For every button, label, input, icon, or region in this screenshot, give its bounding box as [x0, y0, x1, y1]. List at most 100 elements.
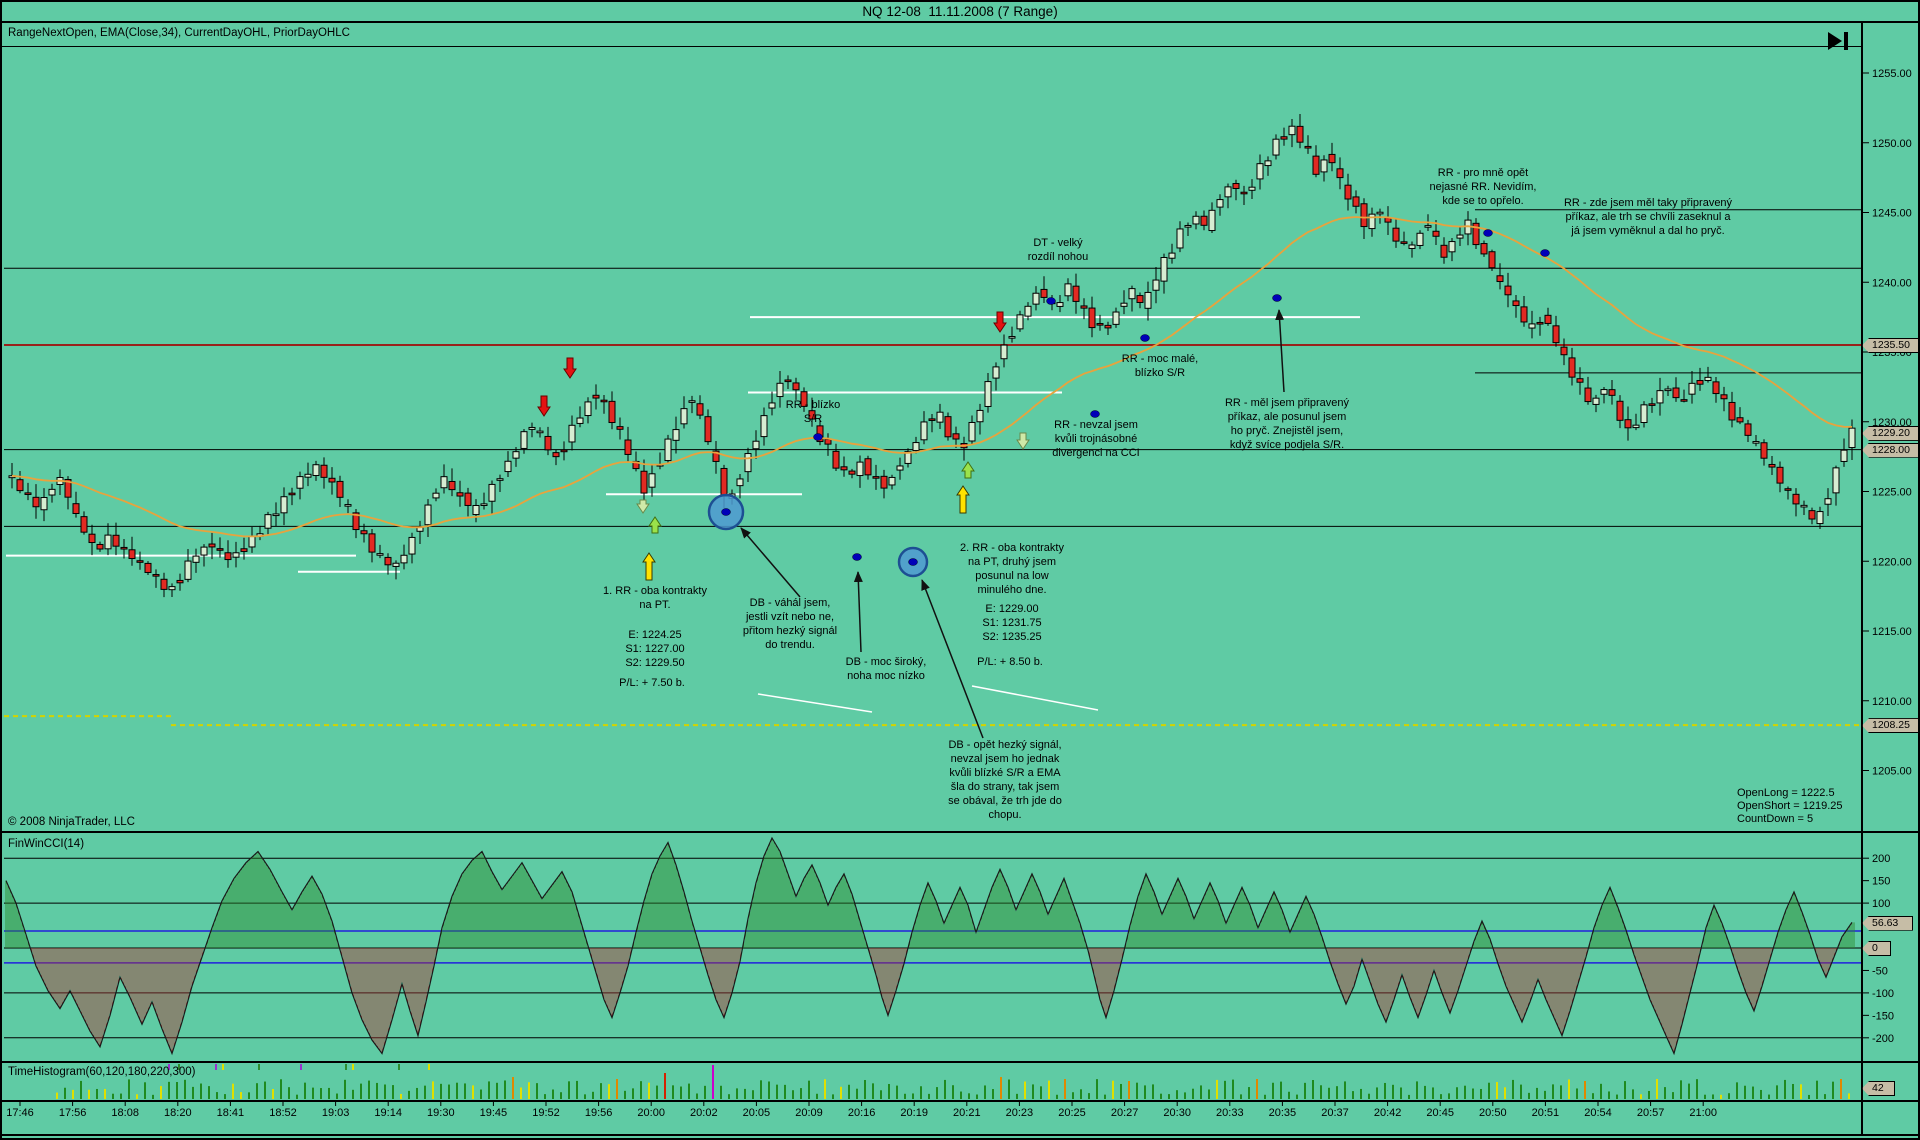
- candle-body: [992, 366, 1000, 379]
- candle-body: [1312, 155, 1320, 175]
- red-down-arrow-icon: [993, 311, 1007, 333]
- histogram-bar: [216, 1092, 218, 1099]
- histogram-bar: [1184, 1092, 1186, 1099]
- histogram-bar: [784, 1084, 786, 1099]
- candle-body: [720, 467, 728, 497]
- histogram-bar: [1688, 1083, 1690, 1099]
- skip-to-end-icon[interactable]: [1826, 30, 1852, 52]
- price-marker: 1208.25: [1862, 718, 1920, 734]
- candle-body: [1424, 225, 1432, 228]
- histogram-bar: [1496, 1082, 1498, 1099]
- histogram-bar: [1328, 1087, 1330, 1099]
- candle-body: [1200, 215, 1208, 226]
- histogram-bar: [128, 1079, 130, 1099]
- candle-body: [136, 560, 144, 563]
- candle-body: [1768, 463, 1776, 468]
- candle-body: [1672, 387, 1680, 399]
- candle-body: [264, 514, 272, 529]
- histogram-bar: [1600, 1083, 1602, 1099]
- histogram-bar: [1808, 1094, 1810, 1099]
- histogram-bar: [248, 1092, 250, 1099]
- candle-body: [1824, 498, 1832, 505]
- candle-body: [1456, 234, 1464, 239]
- histogram-bar: [976, 1094, 978, 1099]
- histogram-bar: [416, 1087, 418, 1099]
- candle-body: [1712, 381, 1720, 395]
- histogram-bar: [1736, 1082, 1738, 1099]
- candle-body: [112, 534, 120, 547]
- candle-body: [936, 411, 944, 423]
- candle-body: [72, 503, 80, 515]
- histogram-bar: [1288, 1091, 1290, 1099]
- histogram-bar: [1232, 1079, 1234, 1099]
- histogram-top-mark: [398, 1064, 400, 1070]
- annotation-text: DT - velký rozdíl nohou: [1027, 237, 1089, 263]
- candle-body: [1144, 291, 1152, 309]
- time-axis-label: 20:45: [1426, 1107, 1454, 1119]
- candle-body: [784, 379, 792, 383]
- candle-body: [1368, 213, 1376, 230]
- cci-axis-label: 200: [1872, 853, 1890, 865]
- annotation-text: DB - moc široký, noha moc nízko: [845, 656, 927, 682]
- candle-body: [1224, 186, 1232, 198]
- histogram-bar: [1240, 1094, 1242, 1099]
- time-axis-label: 19:14: [374, 1107, 402, 1119]
- candle-body: [472, 505, 480, 516]
- time-axis-label: 20:51: [1532, 1107, 1560, 1119]
- histogram-bar: [1008, 1079, 1010, 1099]
- histogram-bar: [136, 1094, 138, 1099]
- candle-body: [1160, 257, 1168, 282]
- histogram-bar: [832, 1094, 834, 1099]
- histogram-bar: [1800, 1084, 1802, 1099]
- histogram-bar: [592, 1091, 594, 1099]
- candle-body: [1800, 504, 1808, 508]
- histogram-bar: [256, 1083, 258, 1099]
- cci-marker: 56.63: [1862, 915, 1913, 931]
- price-axis-label: 1230.00: [1872, 417, 1912, 429]
- histogram-bar: [88, 1089, 90, 1099]
- candle-body: [88, 533, 96, 544]
- annotation-pointer-arrow: [740, 527, 801, 598]
- histogram-bar: [1376, 1087, 1378, 1099]
- histogram-bar: [1696, 1079, 1698, 1099]
- histogram-bar: [1264, 1094, 1266, 1099]
- histogram-bar: [1472, 1088, 1474, 1099]
- signal-dot-icon: [721, 508, 731, 516]
- histogram-bar: [424, 1085, 426, 1099]
- price-marker: 1228.00: [1862, 442, 1920, 458]
- price-axis-label: 1240.00: [1872, 277, 1912, 289]
- histogram-bar: [168, 1081, 170, 1099]
- signal-dot-icon: [852, 553, 862, 561]
- histogram-bar: [880, 1090, 882, 1099]
- candle-body: [184, 560, 192, 580]
- candle-body: [1328, 153, 1336, 164]
- candle-body: [400, 554, 408, 564]
- title-separator: [0, 21, 1920, 23]
- annotation-text: RR - pro mně opět nejasné RR. Nevidím, k…: [1429, 167, 1537, 207]
- histogram-label: TimeHistogram(60,120,180,220,300): [8, 1066, 196, 1078]
- histogram-bar: [336, 1093, 338, 1099]
- candle-body: [448, 480, 456, 491]
- candle-body: [1176, 228, 1184, 249]
- histogram-bar: [1192, 1088, 1194, 1099]
- histogram-bar: [544, 1094, 546, 1099]
- annotation-text: RR - měl jsem připravený příkaz, ale pos…: [1224, 397, 1350, 451]
- candle-body: [1136, 295, 1144, 303]
- candle-body: [1504, 285, 1512, 296]
- histogram-bar: [968, 1093, 970, 1099]
- histogram-bar: [288, 1087, 290, 1099]
- histogram-bar: [1392, 1084, 1394, 1099]
- price-axis-label: 1225.00: [1872, 487, 1912, 499]
- candle-body: [888, 476, 896, 486]
- histogram-bar: [1704, 1094, 1706, 1099]
- histogram-bar: [104, 1088, 106, 1099]
- candle-body: [552, 452, 560, 458]
- histogram-bar: [688, 1083, 690, 1099]
- candle-body: [200, 546, 208, 556]
- histogram-bar: [672, 1085, 674, 1099]
- histogram-bar: [752, 1090, 754, 1099]
- histogram-bar: [824, 1079, 826, 1099]
- candle-body: [296, 476, 304, 489]
- histogram-bar: [1720, 1094, 1722, 1099]
